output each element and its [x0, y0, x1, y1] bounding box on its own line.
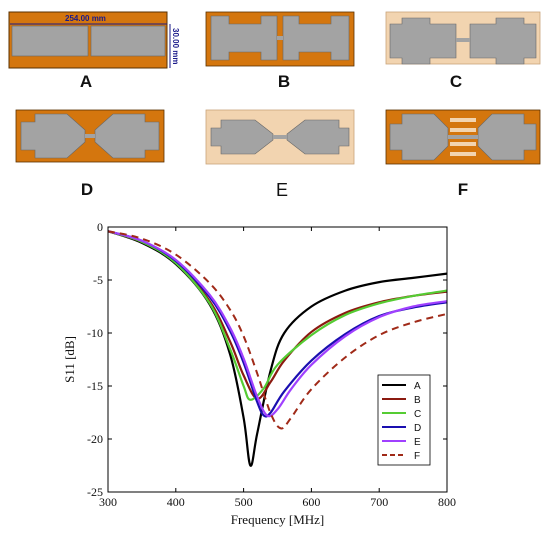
legend-label-e: E: [414, 437, 421, 448]
antenna-panel-e: [205, 109, 355, 165]
antenna-panel-c: [385, 11, 541, 65]
x-tick-label: 500: [235, 495, 253, 509]
y-tick-label: -5: [93, 273, 103, 287]
x-tick-label: 700: [370, 495, 388, 509]
legend-label-f: F: [414, 451, 420, 462]
panel-label-a: A: [79, 72, 93, 91]
x-axis-title: Frequency [MHz]: [231, 512, 325, 527]
panel-label-b: B: [277, 72, 291, 91]
series-line-d: [107, 230, 448, 418]
dimension-height-label: 30.00 mm: [171, 28, 180, 64]
legend-label-c: C: [414, 409, 421, 420]
x-tick-label: 300: [99, 495, 117, 509]
y-axis-title: S11 [dB]: [62, 336, 77, 383]
legend-label-d: D: [414, 423, 421, 434]
y-tick-label: 0: [97, 220, 103, 234]
tick-layer: 300 400 500 600 700 800 0 -5 -10 -15 -20 -25: [87, 220, 456, 509]
legend-label-b: B: [414, 395, 421, 406]
y-tick-label: -15: [87, 379, 103, 393]
y-tick-label: -10: [87, 326, 103, 340]
panel-label-d: D: [80, 180, 94, 199]
antenna-panel-b: [205, 11, 355, 67]
dimension-width-label: 254.00 mm: [65, 14, 106, 23]
antenna-panel-d: [15, 109, 165, 163]
x-tick-label: 800: [438, 495, 456, 509]
series-line-f: [107, 230, 448, 430]
antenna-panel-a: 254.00 mm 30.00 mm: [8, 11, 180, 69]
x-tick-label: 400: [167, 495, 185, 509]
panel-label-e: E: [275, 180, 288, 200]
series-line-c: [107, 230, 448, 401]
s11-chart: 300 400 500 600 700 800 0 -5 -10 -15 -20 -25 Freque…: [62, 220, 456, 527]
series-line-e: [107, 230, 448, 418]
panel-label-c: C: [449, 72, 463, 91]
legend-label-a: A: [414, 381, 421, 392]
x-tick-label: 600: [302, 495, 320, 509]
legend-box: [377, 374, 431, 466]
series-line-b: [107, 230, 448, 400]
antenna-panel-f: [385, 109, 541, 165]
y-tick-label: -25: [87, 485, 103, 499]
plot-area-frame: [107, 226, 448, 493]
panel-label-f: F: [457, 180, 469, 199]
series-layer: [107, 230, 448, 467]
y-tick-label: -20: [87, 432, 103, 446]
